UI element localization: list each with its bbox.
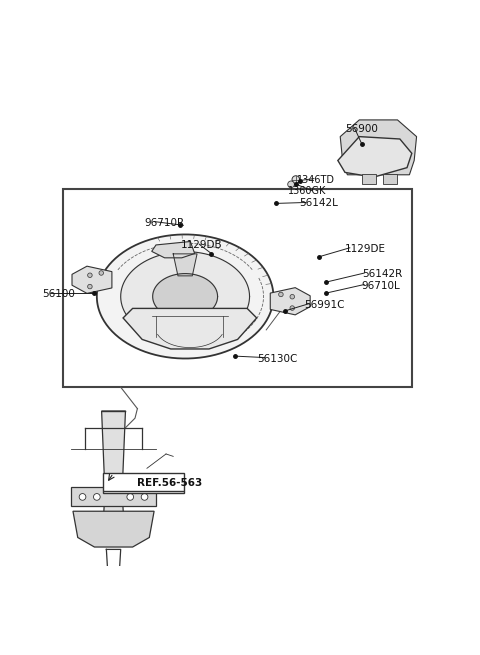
Circle shape bbox=[290, 306, 295, 310]
Text: 56142R: 56142R bbox=[362, 269, 402, 279]
Text: 56130C: 56130C bbox=[257, 354, 297, 364]
Circle shape bbox=[290, 295, 295, 299]
Polygon shape bbox=[102, 411, 125, 525]
Circle shape bbox=[288, 181, 294, 188]
Polygon shape bbox=[153, 274, 217, 320]
Polygon shape bbox=[97, 234, 274, 358]
Circle shape bbox=[99, 271, 104, 275]
Polygon shape bbox=[338, 137, 412, 177]
Polygon shape bbox=[340, 120, 417, 175]
Polygon shape bbox=[72, 266, 112, 293]
Text: REF.56-563: REF.56-563 bbox=[137, 477, 203, 487]
Polygon shape bbox=[204, 306, 233, 327]
Polygon shape bbox=[105, 573, 122, 612]
Circle shape bbox=[88, 284, 92, 289]
Polygon shape bbox=[73, 512, 154, 547]
Polygon shape bbox=[152, 242, 195, 258]
Polygon shape bbox=[270, 288, 310, 315]
FancyBboxPatch shape bbox=[63, 189, 412, 387]
Text: 96710L: 96710L bbox=[362, 280, 400, 291]
Polygon shape bbox=[71, 487, 156, 506]
Polygon shape bbox=[120, 252, 250, 341]
Circle shape bbox=[94, 494, 100, 500]
Circle shape bbox=[292, 176, 300, 183]
Text: 1360GK: 1360GK bbox=[288, 187, 326, 196]
Circle shape bbox=[88, 273, 92, 278]
Text: 1129DE: 1129DE bbox=[345, 244, 386, 253]
Circle shape bbox=[141, 494, 148, 500]
Polygon shape bbox=[137, 306, 167, 327]
Text: 56991C: 56991C bbox=[304, 299, 345, 310]
Text: 1346TD: 1346TD bbox=[297, 175, 335, 185]
Polygon shape bbox=[173, 254, 197, 276]
Circle shape bbox=[279, 292, 283, 297]
Circle shape bbox=[79, 494, 86, 500]
Text: 1129DB: 1129DB bbox=[180, 240, 222, 250]
Text: 96710R: 96710R bbox=[144, 217, 185, 227]
Bar bbox=[362, 174, 376, 184]
Text: 56900: 56900 bbox=[345, 124, 378, 134]
Circle shape bbox=[127, 494, 133, 500]
Bar bbox=[383, 174, 397, 184]
Polygon shape bbox=[123, 309, 257, 349]
FancyBboxPatch shape bbox=[103, 473, 184, 493]
Text: 56142L: 56142L bbox=[300, 198, 338, 208]
Text: 56100: 56100 bbox=[42, 289, 75, 299]
